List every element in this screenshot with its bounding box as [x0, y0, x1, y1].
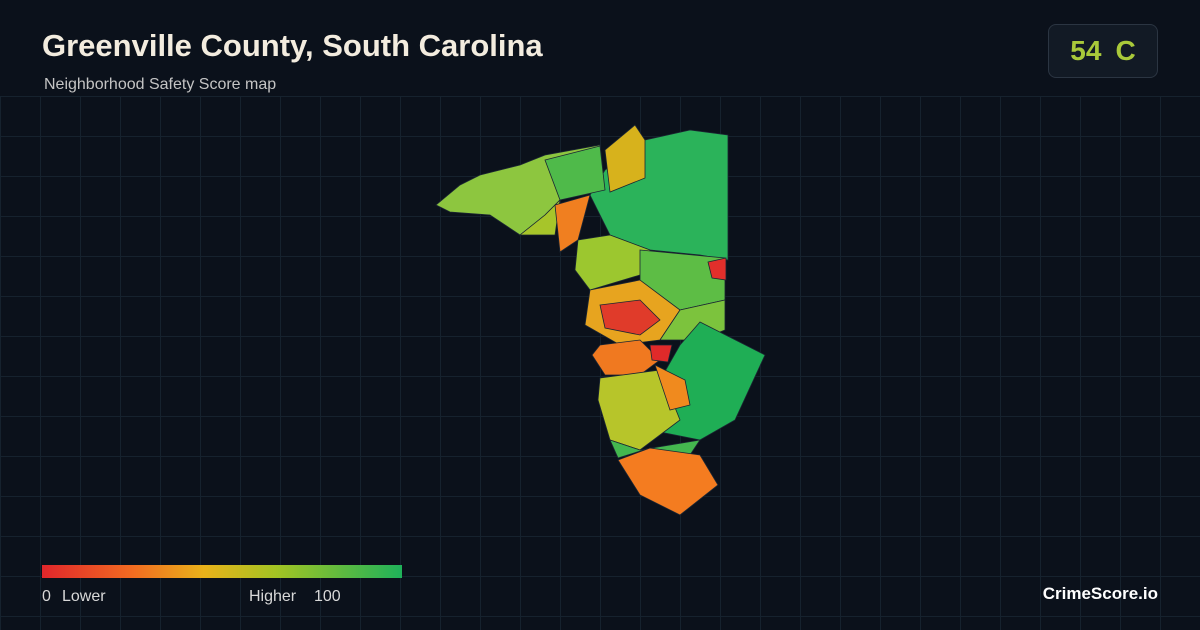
- region: [599, 299, 661, 336]
- legend-max-label: Higher: [249, 588, 297, 605]
- region: [604, 124, 646, 193]
- region: [707, 257, 727, 281]
- legend-min-label: Lower: [62, 588, 106, 605]
- region: [617, 447, 719, 516]
- score-value: 54: [1070, 35, 1102, 66]
- score-badge: 54 C: [1048, 24, 1158, 78]
- title: Greenville County, South Carolina: [42, 28, 543, 63]
- subtitle: Neighborhood Safety Score map: [44, 76, 277, 93]
- brand: CrimeScore.io: [1042, 584, 1158, 603]
- region: [544, 145, 606, 201]
- score-grade: C: [1115, 35, 1136, 66]
- region: [649, 344, 673, 363]
- legend-gradient: [42, 565, 402, 578]
- legend-min: 0: [42, 588, 51, 605]
- legend-max: 100: [314, 588, 341, 605]
- region: [654, 364, 691, 411]
- region: [649, 321, 766, 441]
